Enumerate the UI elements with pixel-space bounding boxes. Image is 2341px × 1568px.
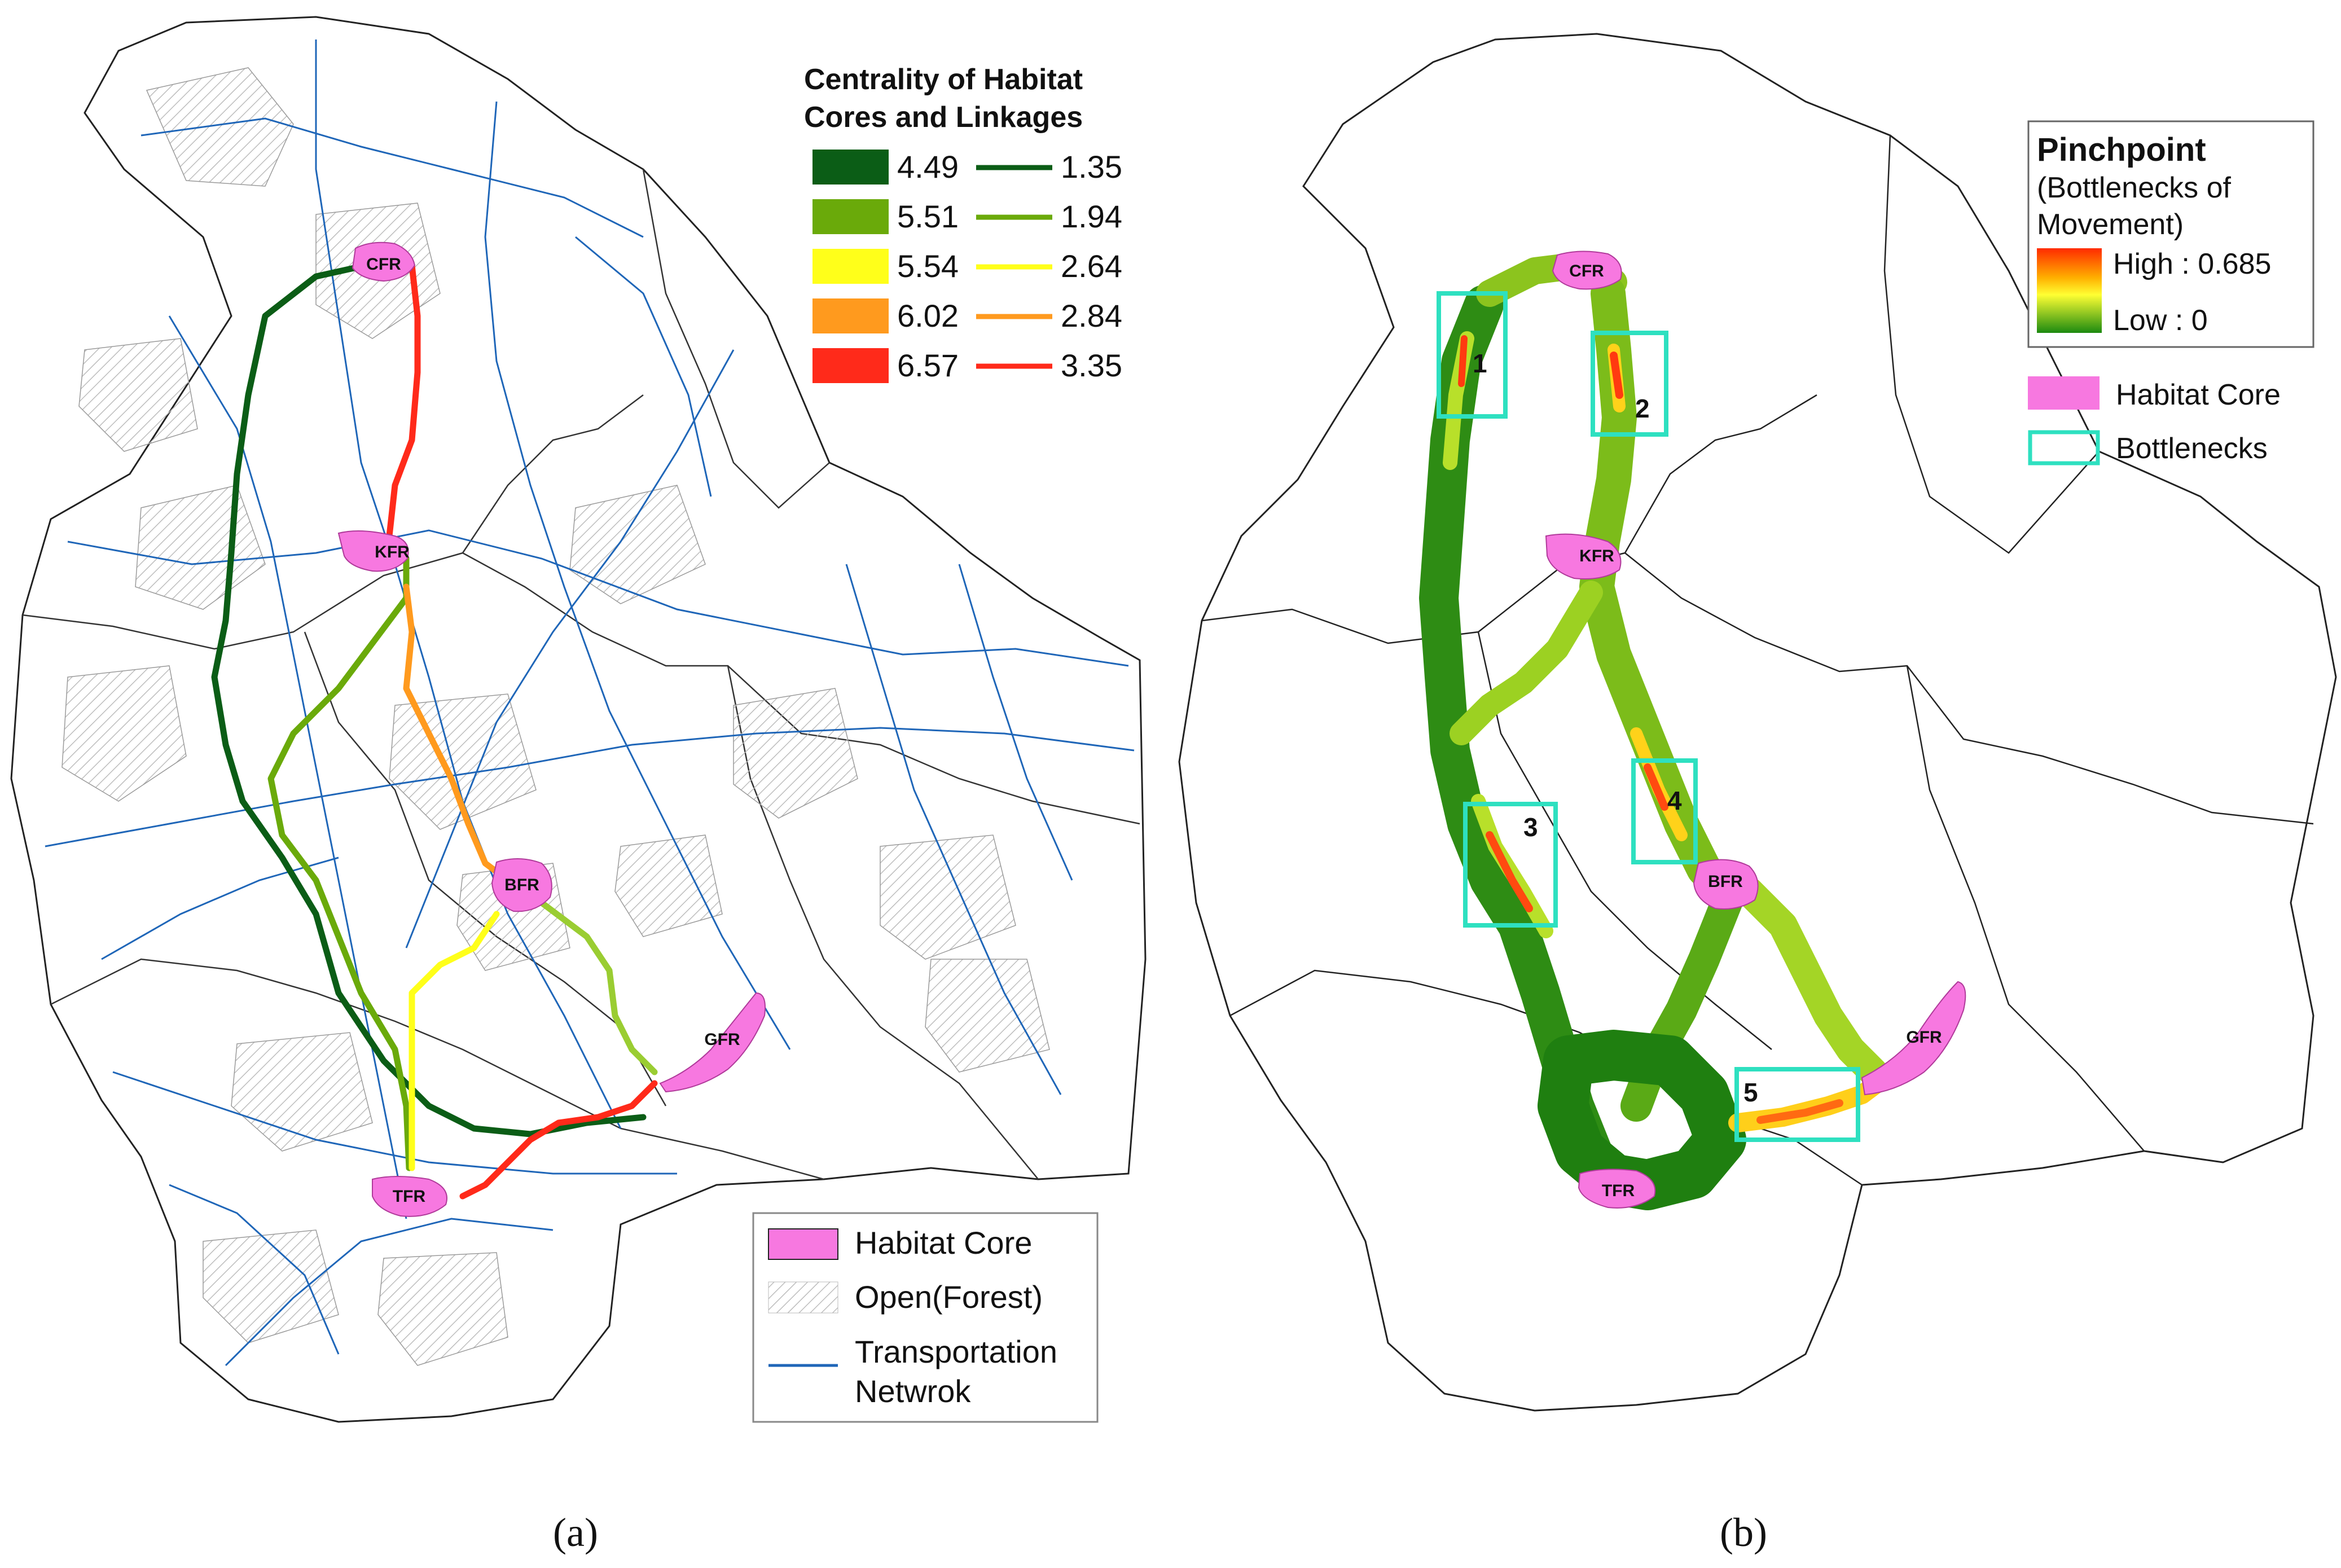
pinchpoint-high-label: High : 0.685	[2113, 248, 2271, 280]
core-bfr-b	[1693, 859, 1759, 910]
bottleneck-label-2: 2	[1635, 394, 1650, 423]
core-gfr-b	[1861, 981, 1966, 1096]
legend-habitat-core-swatch-a	[768, 1228, 838, 1260]
core-centrality-value-5: 6.57	[897, 348, 959, 383]
core-centrality-value-2: 5.51	[897, 199, 959, 234]
caption-b: (b)	[1720, 1510, 1767, 1555]
linkage-centrality-value-3: 2.64	[1061, 248, 1122, 284]
bottleneck-box-4	[1631, 758, 1698, 864]
label-kfr-a: KFR	[375, 543, 410, 561]
linkage-bfr-gfr	[538, 899, 658, 1075]
pinchpoint-corridors	[1419, 252, 1894, 1210]
core-centrality-swatch-5	[812, 348, 889, 383]
label-cfr-b: CFR	[1569, 262, 1604, 280]
legend-habitat-core-label-b: Habitat Core	[2116, 379, 2281, 411]
bottleneck-box-2	[1591, 331, 1668, 437]
bottleneck-labels: 1 2 3 4 5	[1473, 349, 1758, 1107]
legend-open-forest-label: Open(Forest)	[855, 1279, 1043, 1315]
label-bfr-a: BFR	[504, 876, 539, 894]
pinchpoint-legend-subtitle-1: (Bottlenecks of	[2037, 172, 2231, 204]
label-tfr-a: TFR	[393, 1187, 426, 1206]
linkages-a	[211, 262, 658, 1200]
panel-a-map: CFR KFR BFR GFR TFR	[10, 16, 1147, 1423]
centrality-legend-rows: 4.49 1.35 5.51 1.94 5.54 2.64 6.02 2.84 6.57 3.35	[812, 149, 1122, 383]
transportation-network	[45, 39, 1135, 1367]
label-tfr-b: TFR	[1602, 1182, 1635, 1200]
centrality-legend: Centrality of Habitat Cores and Linkages…	[804, 63, 1122, 383]
label-cfr-a: CFR	[366, 255, 401, 274]
legend-bottleneck-label: Bottlenecks	[2116, 432, 2268, 465]
study-area-boundary-a	[10, 16, 1147, 1423]
linkage-centrality-value-5: 3.35	[1061, 348, 1122, 383]
core-labels-b: CFR KFR BFR GFR TFR	[1569, 262, 1942, 1200]
habitat-cores-a	[337, 241, 766, 1217]
core-centrality-value-3: 5.54	[897, 248, 959, 284]
bottleneck-label-4: 4	[1667, 786, 1682, 815]
centrality-legend-title-1: Centrality of Habitat	[804, 63, 1083, 96]
linkage-cfr-tfr	[211, 262, 647, 1137]
bottleneck-boxes	[1437, 291, 1860, 1142]
core-centrality-swatch-3	[812, 249, 889, 284]
core-kfr-a	[337, 530, 409, 572]
legend-transport-label-1: Transportation	[855, 1334, 1057, 1369]
label-gfr-b: GFR	[1906, 1028, 1942, 1047]
pinchpoint-legend-subtitle-2: Movement)	[2037, 208, 2184, 241]
core-centrality-value-1: 4.49	[897, 149, 959, 185]
bottleneck-label-1: 1	[1473, 349, 1487, 378]
open-forest-patches	[62, 67, 1050, 1366]
linkage-centrality-value-4: 2.84	[1061, 298, 1122, 333]
centrality-legend-title-2: Cores and Linkages	[804, 101, 1083, 134]
legend-bottleneck-swatch	[2028, 430, 2100, 465]
linkage-kfr-bfr	[403, 583, 511, 884]
pinchpoint-legend-title: Pinchpoint	[2037, 131, 2206, 168]
legend-transport-label-2: Netwrok	[855, 1373, 971, 1409]
core-centrality-swatch-1	[812, 150, 889, 185]
habitat-cores-b	[1545, 251, 1966, 1209]
corridor-gfr-core	[1756, 1099, 1843, 1124]
linkage-bfr-tfr	[409, 911, 500, 1171]
core-labels-a: CFR KFR BFR GFR TFR	[366, 255, 740, 1206]
legend-open-forest-swatch	[768, 1281, 838, 1314]
label-gfr-a: GFR	[704, 1030, 740, 1049]
corridor-2-core	[1610, 352, 1623, 399]
legend-b-extra: Habitat Core Bottlenecks	[2028, 376, 2281, 465]
pinchpoint-legend: Pinchpoint (Bottlenecks of Movement) Hig…	[2027, 120, 2314, 348]
corridor-south-loop	[1538, 1030, 1746, 1210]
core-cfr-a	[352, 241, 416, 282]
corridor-1-core	[1458, 335, 1468, 387]
core-tfr-b	[1578, 1169, 1656, 1209]
bottleneck-box-1	[1437, 291, 1508, 419]
core-kfr-b	[1545, 533, 1622, 579]
map-legend-a: Habitat Core Open(Forest) Transportation…	[752, 1212, 1099, 1423]
bottleneck-label-3: 3	[1523, 812, 1538, 842]
linkage-centrality-value-1: 1.35	[1061, 149, 1122, 185]
linkage-cfr-kfr	[386, 262, 421, 539]
label-kfr-b: KFR	[1579, 547, 1614, 565]
bottleneck-label-5: 5	[1743, 1078, 1758, 1107]
caption-a: (a)	[553, 1510, 598, 1555]
corridor-bfr-east	[1734, 877, 1888, 1087]
core-cfr-b	[1552, 251, 1622, 290]
bottleneck-box-3	[1463, 802, 1558, 928]
label-bfr-b: BFR	[1708, 872, 1743, 891]
core-bfr-a	[491, 858, 552, 912]
legend-habitat-core-label-a: Habitat Core	[855, 1225, 1032, 1260]
core-tfr-a	[372, 1176, 447, 1217]
linkage-centrality-value-2: 1.94	[1061, 199, 1122, 234]
legend-habitat-core-swatch-b	[2028, 376, 2100, 410]
core-centrality-value-4: 6.02	[897, 298, 959, 333]
core-gfr-a	[659, 992, 766, 1093]
core-centrality-swatch-4	[812, 298, 889, 333]
bottleneck-box-5	[1734, 1067, 1860, 1142]
linkage-gfr-tfr	[459, 1080, 658, 1200]
corridor-3-core	[1486, 831, 1533, 912]
corridor-4-core	[1644, 763, 1668, 811]
linkage-kfr-tfr	[267, 555, 412, 1171]
pinchpoint-low-label: Low : 0	[2113, 304, 2208, 337]
corridor-kfr-west	[1450, 581, 1603, 745]
pinchpoint-gradient-swatch	[2037, 248, 2102, 333]
core-centrality-swatch-2	[812, 199, 889, 234]
